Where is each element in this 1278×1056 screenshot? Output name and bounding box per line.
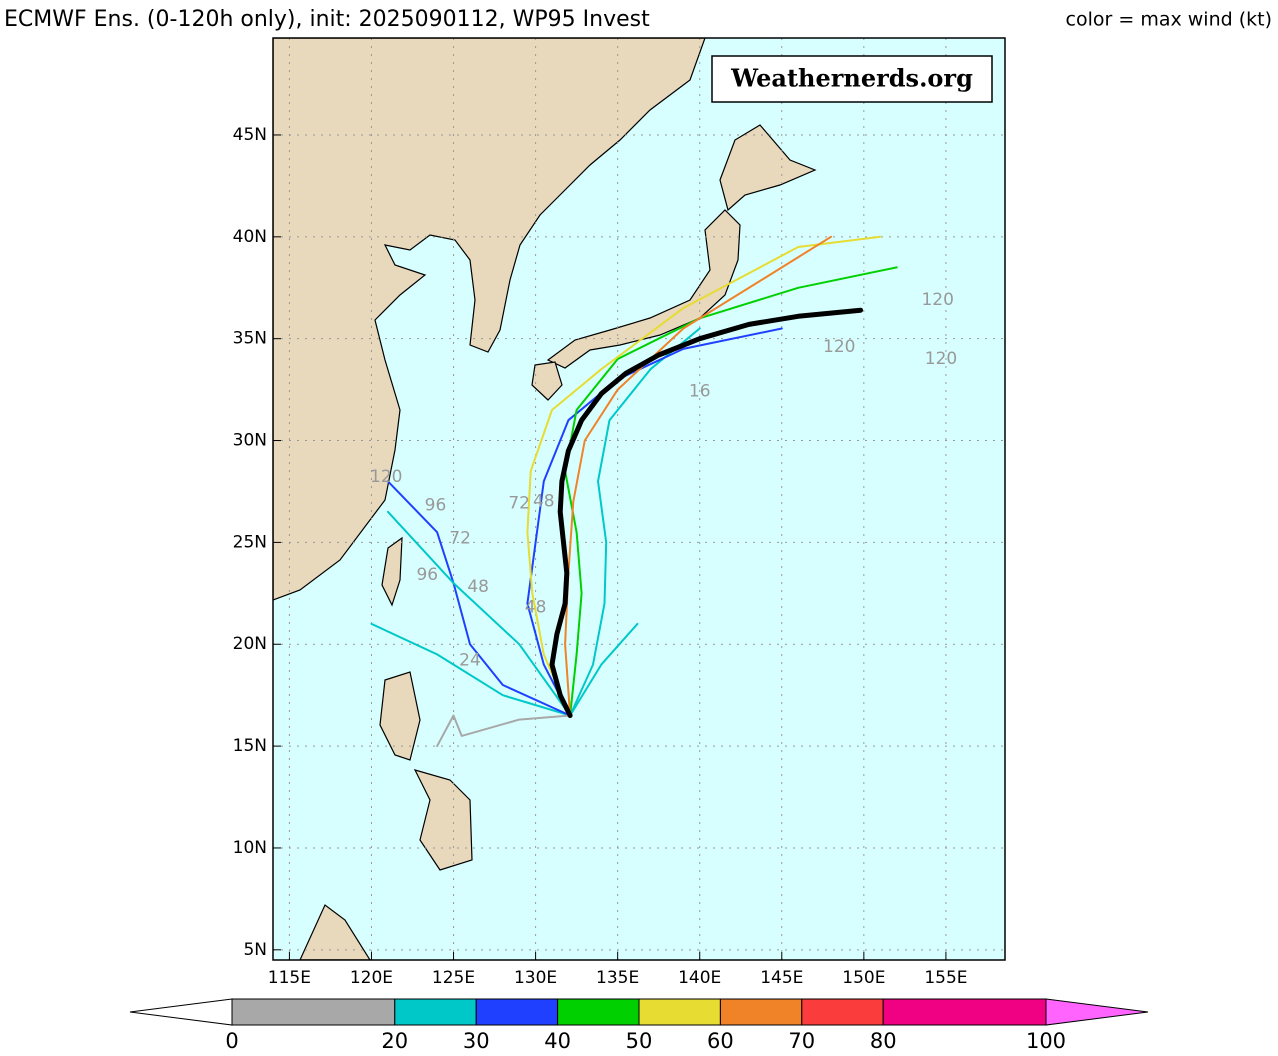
colorbar-segment [882,998,1047,1026]
forecast-hour-label: 120 [823,337,855,357]
axis-ticks: 115E 120E 125E 130E 135E 140E 145E 150E 155E 5N 10… [233,125,968,988]
member-track [526,327,783,717]
forecast-hour-label: 120 [925,349,957,369]
borneo [299,904,371,960]
colorbar-label: 20 [381,1029,408,1053]
forecast-hour-label: 24 [459,651,481,671]
member-track [370,622,572,717]
lon-tick-label: 145E [760,968,803,988]
lon-tick-label: 140E [678,968,721,988]
forecast-hour-label: 16 [689,382,711,402]
colorbar-segment [638,998,721,1026]
asia-mainland [273,38,706,601]
colorbar: 0 20 30 40 50 60 70 80 100 [129,998,1149,1053]
lon-tick-label: 155E [924,968,967,988]
lat-tick-label: 35N [233,329,267,349]
taiwan [381,536,403,607]
watermark: Weathernerds.org [730,64,973,93]
forecast-hour-label: 120 [370,467,402,487]
forecast-hour-label: 72 [508,494,530,514]
luzon [379,671,421,761]
forecast-hour-label: 48 [525,598,547,618]
mean-track [549,307,864,718]
lat-tick-label: 15N [233,736,267,756]
colorbar-label: 60 [707,1029,734,1053]
kyushu [531,361,563,401]
lon-tick-label: 115E [268,968,311,988]
lat-tick-label: 5N [243,940,267,960]
colorbar-label: 100 [1026,1029,1066,1053]
forecast-hour-label: 48 [533,492,555,512]
lat-tick-label: 45N [233,125,267,145]
member-track [436,714,572,748]
member-track [564,235,832,717]
lat-tick-label: 40N [233,227,267,247]
member-track [569,622,639,717]
land [273,38,817,960]
forecast-hour-label: 96 [416,565,438,585]
lon-tick-label: 125E [432,968,475,988]
forecast-hour-label: 96 [425,496,447,516]
lon-tick-label: 120E [350,968,393,988]
lon-tick-label: 130E [514,968,557,988]
grid [273,38,1005,960]
lat-tick-label: 20N [233,634,267,654]
colorbar-label: 80 [870,1029,897,1053]
watermark-box [711,55,993,103]
forecast-hour-label: 48 [467,577,489,597]
colorbar-label: 0 [225,1029,238,1053]
hokkaido [719,124,817,212]
member-track [386,510,572,717]
map-frame [272,37,1006,961]
lat-tick-label: 25N [233,532,267,552]
colorbar-segment [231,998,396,1026]
lat-tick-label: 10N [233,838,267,858]
lon-tick-label: 135E [596,968,639,988]
colorbar-segment [475,998,559,1026]
colorbar-segment [557,998,640,1026]
title: ECMWF Ens. (0-120h only), init: 20250901… [4,7,650,32]
lon-tick-label: 150E [842,968,885,988]
colorbar-segment [801,998,884,1026]
colorbar-segment [394,998,477,1026]
colorbar-segment [719,998,803,1026]
forecast-hour-label: 72 [449,528,471,548]
member-track [386,480,572,717]
member-track [526,235,882,717]
member-track [569,327,701,717]
forecast-hour-label: 120 [921,290,953,310]
colorbar-label: 40 [544,1029,571,1053]
colorbar-label: 30 [463,1029,490,1053]
colorbar-label: 50 [626,1029,653,1053]
colorbar-label: 70 [788,1029,815,1053]
lat-tick-label: 30N [233,431,267,451]
color-legend-note: color = max wind (kt) [1066,9,1272,31]
